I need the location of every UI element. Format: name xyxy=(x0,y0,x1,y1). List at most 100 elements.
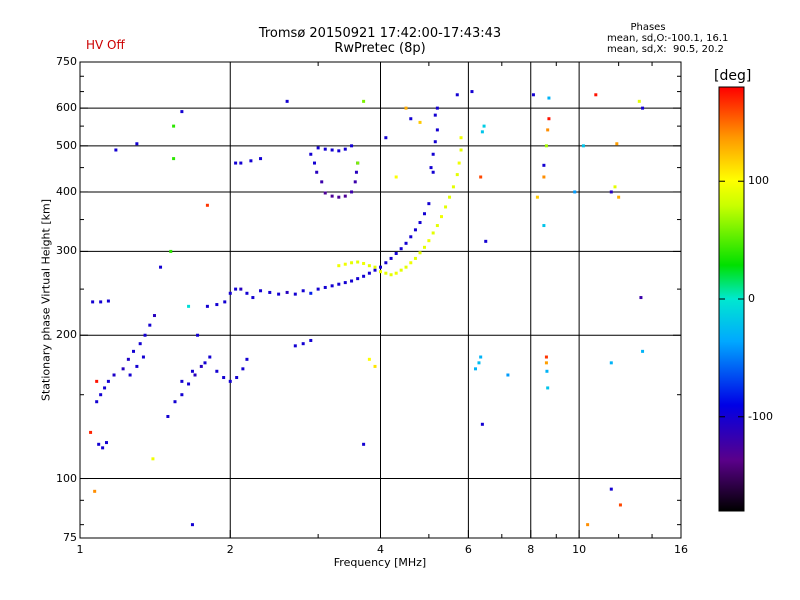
data-point xyxy=(431,152,435,156)
data-point xyxy=(89,430,93,434)
data-point xyxy=(431,170,435,174)
data-point xyxy=(409,235,413,239)
data-point xyxy=(356,277,360,281)
data-point xyxy=(277,292,281,296)
data-point xyxy=(285,290,289,294)
data-point xyxy=(316,287,320,291)
x-tick-label: 1 xyxy=(76,543,84,556)
data-point xyxy=(343,147,347,151)
data-point xyxy=(245,291,249,295)
data-point xyxy=(101,446,105,450)
data-point xyxy=(239,287,243,291)
x-axis-label: Frequency [MHz] xyxy=(333,556,427,569)
x-tick-label: 4 xyxy=(377,543,384,556)
data-point xyxy=(367,264,371,268)
data-point xyxy=(330,194,334,198)
data-point xyxy=(152,314,156,318)
data-point xyxy=(433,140,437,144)
data-point xyxy=(99,393,103,397)
data-points xyxy=(89,90,645,527)
data-point xyxy=(373,265,377,269)
data-point xyxy=(546,128,550,132)
data-point xyxy=(159,265,163,269)
colorbar-tick-label: -100 xyxy=(748,409,773,423)
data-point xyxy=(455,173,459,177)
data-point xyxy=(544,144,548,148)
data-point xyxy=(394,251,398,255)
data-point xyxy=(180,110,184,114)
data-point xyxy=(440,215,444,219)
data-point xyxy=(422,212,426,216)
x-tick-label: 6 xyxy=(464,543,472,556)
data-point xyxy=(373,268,377,272)
data-point xyxy=(356,161,360,165)
data-point xyxy=(350,279,354,283)
x-tick-label: 2 xyxy=(226,543,234,556)
data-point xyxy=(350,261,354,265)
grid-lines xyxy=(80,62,681,538)
x-tick-label: 8 xyxy=(527,543,535,556)
data-point xyxy=(618,503,622,507)
axis-ticks xyxy=(79,61,682,539)
data-point xyxy=(542,163,546,167)
data-point xyxy=(389,256,393,260)
data-point xyxy=(193,373,197,377)
data-point xyxy=(234,161,238,165)
stats-x-mode: mean, sd,X: 90.5, 20.2 xyxy=(607,44,724,55)
data-point xyxy=(409,261,413,265)
data-point xyxy=(479,175,483,179)
data-point xyxy=(148,323,152,327)
colorbar-tick-label: 0 xyxy=(748,292,755,305)
data-point xyxy=(312,161,316,165)
data-point xyxy=(143,333,147,337)
data-point xyxy=(473,367,477,371)
data-point xyxy=(641,349,645,353)
data-point xyxy=(293,292,297,296)
data-point xyxy=(132,349,136,353)
data-point xyxy=(641,106,645,110)
data-point xyxy=(172,124,176,128)
data-point xyxy=(373,364,377,368)
data-point xyxy=(609,361,613,365)
data-point xyxy=(404,241,408,245)
data-point xyxy=(337,149,341,153)
data-point xyxy=(187,304,191,308)
data-point xyxy=(435,224,439,228)
data-point xyxy=(141,355,145,359)
data-point xyxy=(418,120,422,124)
data-point xyxy=(482,124,486,128)
data-point xyxy=(379,265,382,269)
data-point xyxy=(166,414,170,418)
data-point xyxy=(594,93,598,97)
data-point xyxy=(301,289,305,293)
stats-o-mode: mean, sd,O:-100.1, 16.1 xyxy=(607,33,729,44)
data-point xyxy=(479,355,483,359)
data-point xyxy=(384,261,388,265)
data-point xyxy=(399,247,403,251)
x-tick-label: 10 xyxy=(572,543,587,556)
data-point xyxy=(323,285,327,289)
data-point xyxy=(208,355,212,359)
data-point xyxy=(455,93,459,97)
data-point xyxy=(228,291,232,295)
data-point xyxy=(362,261,366,265)
data-point xyxy=(196,333,200,337)
data-point xyxy=(354,170,358,174)
data-point xyxy=(106,379,110,383)
data-point xyxy=(384,136,388,140)
y-tick-label: 100 xyxy=(56,471,77,485)
data-point xyxy=(172,157,176,161)
data-point xyxy=(399,268,403,272)
data-point xyxy=(613,185,617,189)
data-point xyxy=(138,342,142,346)
data-point xyxy=(245,357,249,361)
data-point xyxy=(121,367,125,371)
data-point xyxy=(268,290,272,294)
y-tick-label: 400 xyxy=(56,184,77,198)
hv-status-label: HV Off xyxy=(86,38,125,52)
data-point xyxy=(99,300,103,304)
data-point xyxy=(547,96,551,100)
data-point xyxy=(215,303,219,307)
data-point xyxy=(323,191,327,195)
